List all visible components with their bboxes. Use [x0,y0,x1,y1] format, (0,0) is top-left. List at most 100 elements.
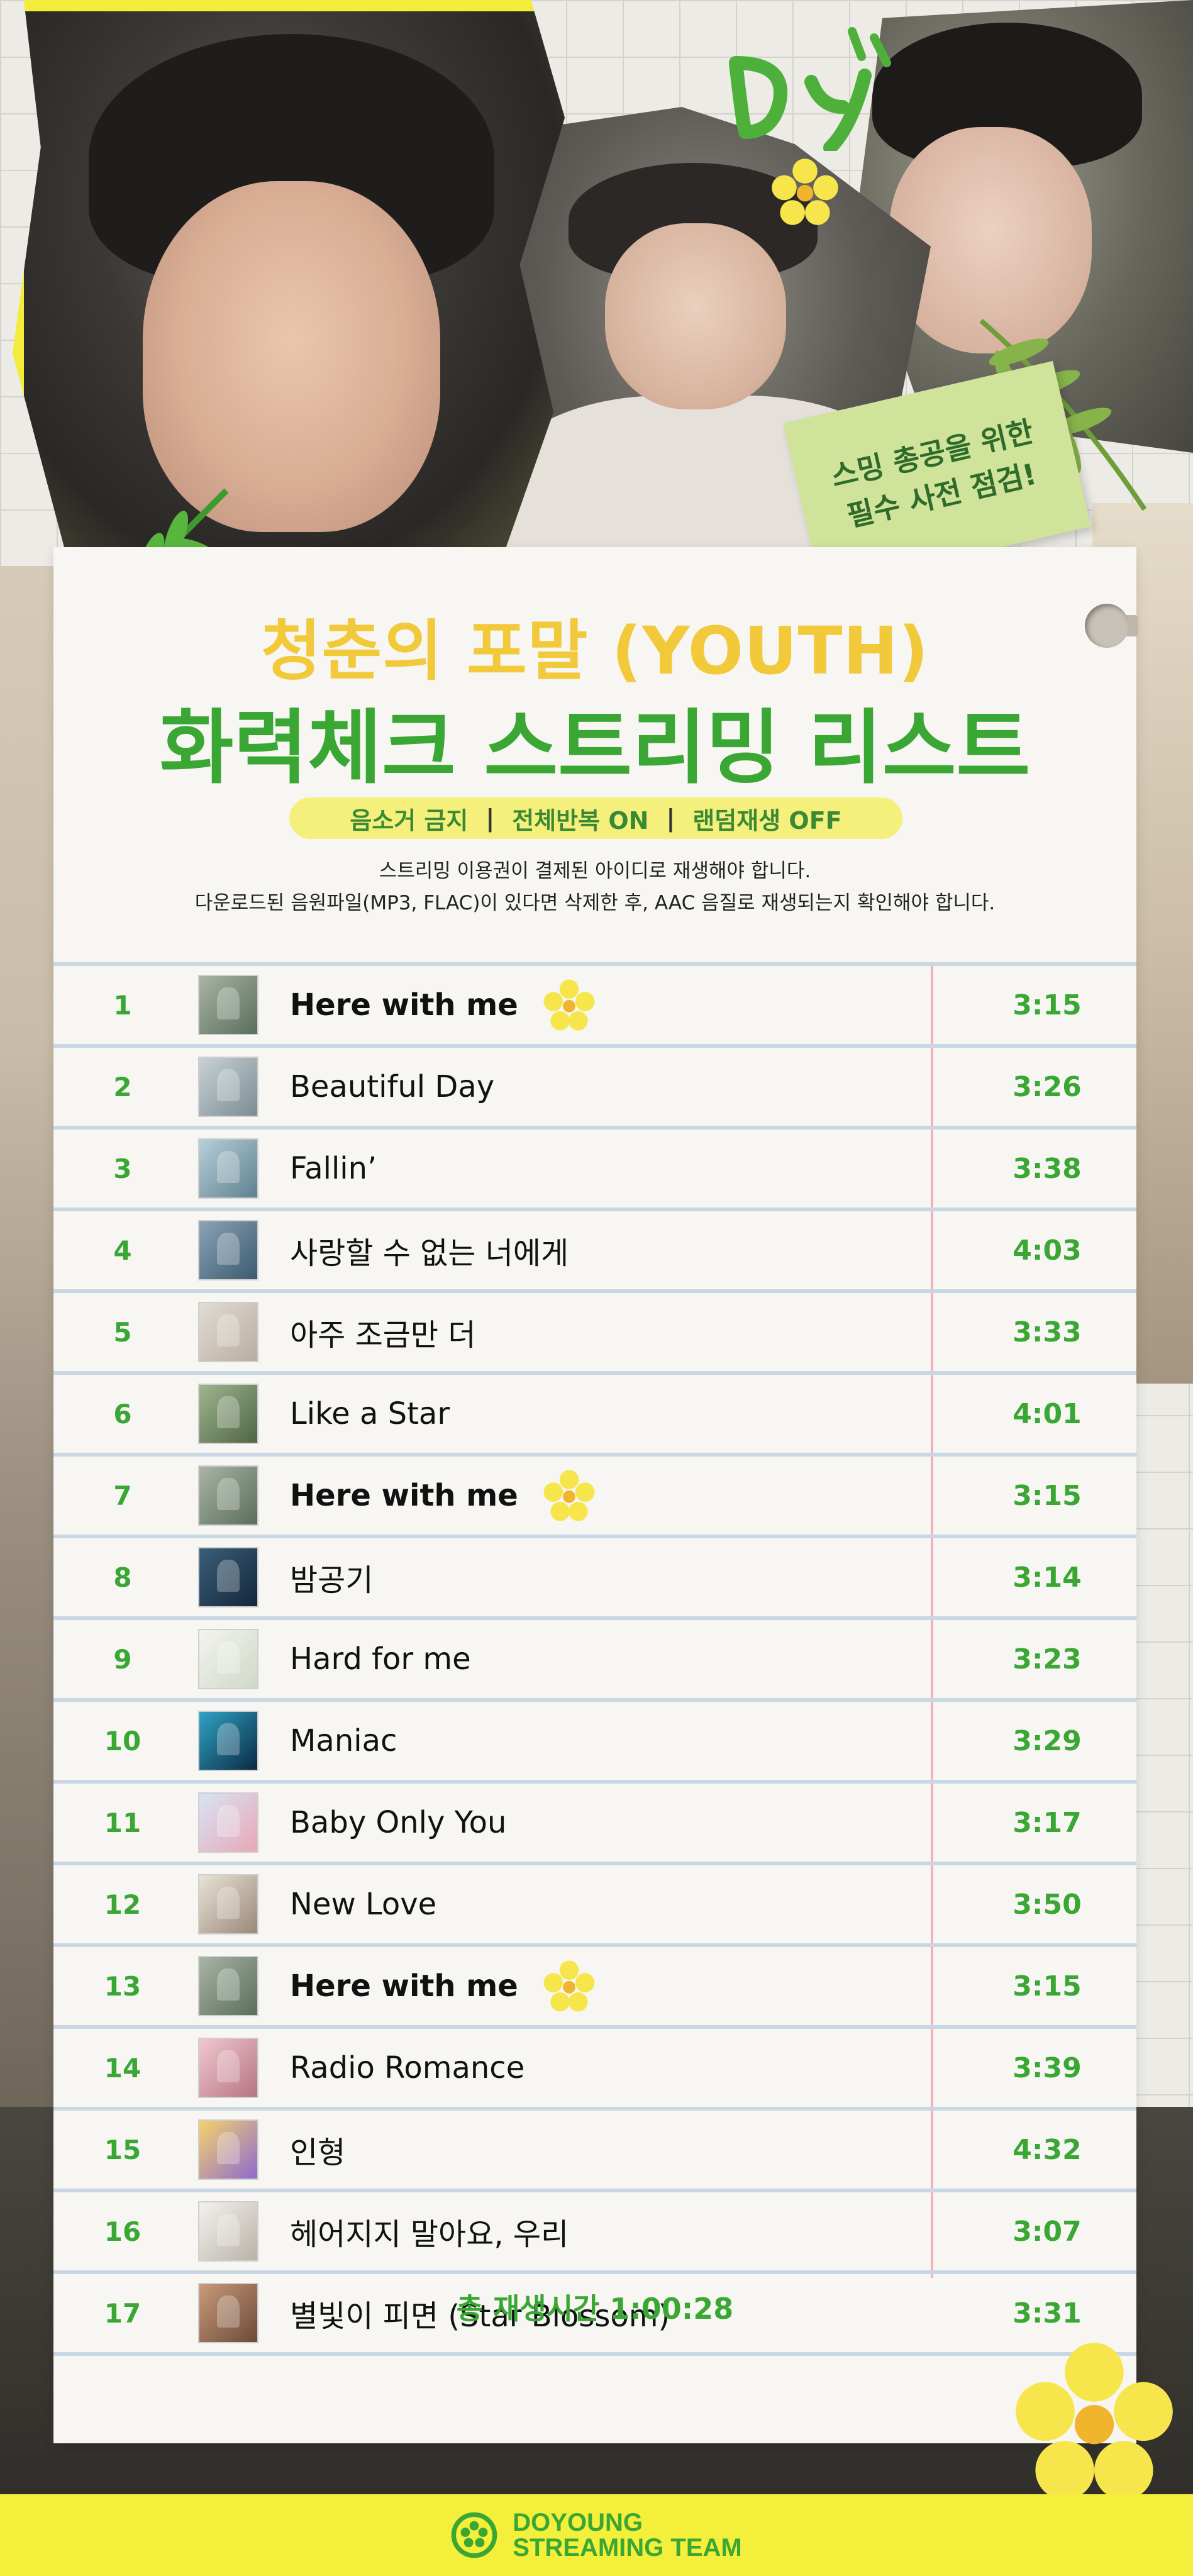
track-row[interactable]: 12 New Love 3:50 [53,1865,1136,1947]
track-row[interactable]: 1 Here with me 3:15 [53,966,1136,1048]
track-row[interactable]: 11 Baby Only You 3:17 [53,1784,1136,1865]
track-duration: 4:01 [1013,1397,1082,1430]
track-duration: 3:17 [1013,1806,1082,1839]
track-duration: 3:14 [1013,1561,1082,1594]
footer-team-name: DOYOUNG STREAMING TEAM [513,2510,741,2560]
track-title: Beautiful Day [290,1069,495,1104]
note-line1: 스트리밍 이용권이 결제된 아이디로 재생해야 합니다. [379,860,811,882]
flower-icon [543,979,595,1031]
page-title: 화력체크 스트리밍 리스트 [159,701,1031,795]
album-cover-thumbnail [198,1220,258,1280]
track-duration: 3:39 [1013,2051,1082,2084]
track-number: 7 [113,1480,132,1511]
track-row[interactable]: 17 별빛이 피면 (Star Blossom) 3:31 [53,2274,1136,2356]
dy-doodle-icon [729,27,891,151]
track-title: 사랑할 수 없는 너에게 [290,1236,569,1271]
track-title: Here with me [290,987,518,1023]
track-row[interactable]: 10 Maniac 3:29 [53,1702,1136,1784]
album-cover-thumbnail [198,2201,258,2262]
track-row[interactable]: 8 밤공기 3:14 [53,1538,1136,1620]
track-number: 15 [104,2134,141,2165]
total-play-time: 총 재생시간 1:00:28 [456,2292,734,2326]
album-cover-thumbnail [198,975,258,1035]
album-cover-thumbnail [198,1547,258,1607]
track-title: Here with me [290,1478,518,1513]
track-row[interactable]: 3 Fallin’ 3:38 [53,1130,1136,1211]
track-duration: 3:15 [1013,1479,1082,1512]
track-row[interactable]: 2 Beautiful Day 3:26 [53,1048,1136,1130]
track-row[interactable]: 13 Here with me 3:15 [53,1947,1136,2029]
album-title: 청춘의 포말 (YOUTH) [260,613,929,689]
album-cover-thumbnail [198,2038,258,2098]
track-number: 10 [104,1725,141,1757]
track-duration: 3:33 [1013,1316,1082,1348]
track-list: 1 Here with me 3:15 2 Beautiful Day 3:26 3 Fall… [53,962,1136,2356]
track-number: 3 [113,1153,132,1184]
streaming-notes: 스트리밍 이용권이 결제된 아이디로 재생해야 합니다. 다운로드된 음원파일(… [53,855,1136,919]
track-row[interactable]: 7 Here with me 3:15 [53,1457,1136,1538]
track-number: 16 [104,2216,141,2247]
track-duration: 3:29 [1013,1724,1082,1757]
track-title: 별빛이 피면 (Star Blossom) [290,2299,670,2334]
flower-icon [772,158,838,225]
photo-left [13,0,565,589]
streaming-list-card: 청춘의 포말 (YOUTH) 화력체크 스트리밍 리스트 음소거 금지 | 전체… [53,547,1138,2443]
track-title: Maniac [290,1723,397,1758]
album-cover-thumbnail [198,1138,258,1199]
track-title: Hard for me [290,1641,471,1677]
rule-shuffle: 랜덤재생 OFF [692,806,842,835]
rule-repeat: 전체반복 ON [512,806,649,835]
track-number: 4 [113,1235,132,1266]
rule-separator: | [486,804,495,832]
footer-line1: DOYOUNG [513,2509,643,2536]
track-row[interactable]: 16 헤어지지 말아요, 우리 3:07 [53,2192,1136,2274]
album-cover-thumbnail [198,2119,258,2180]
track-duration: 3:38 [1013,1152,1082,1185]
doyoung-logo-icon [452,2512,497,2558]
track-row[interactable]: 6 Like a Star 4:01 [53,1375,1136,1457]
flower-icon [543,1960,595,2012]
album-cover-thumbnail [198,1874,258,1935]
track-title: 밤공기 [290,1563,374,1598]
margin-line [931,966,933,2278]
track-number: 1 [113,989,132,1021]
track-number: 11 [104,1807,141,1838]
album-cover-thumbnail [198,1384,258,1444]
track-row[interactable]: 14 Radio Romance 3:39 [53,2029,1136,2111]
album-cover-thumbnail [198,1465,258,1526]
track-number: 5 [113,1316,132,1348]
track-number: 12 [104,1889,141,1920]
track-duration: 3:31 [1013,2297,1082,2329]
footer-line2: STREAMING TEAM [513,2534,742,2562]
track-duration: 4:32 [1013,2133,1082,2166]
album-cover-thumbnail [198,1711,258,1771]
album-cover-thumbnail [198,1792,258,1853]
track-row[interactable]: 5 아주 조금만 더 3:33 [53,1293,1136,1375]
track-title: 헤어지지 말아요, 우리 [290,2217,569,2252]
track-duration: 3:50 [1013,1888,1082,1921]
track-title: Here with me [290,1968,518,2004]
streaming-rules-banner: 음소거 금지 | 전체반복 ON | 랜덤재생 OFF [289,797,902,839]
track-number: 2 [113,1071,132,1102]
track-duration: 3:23 [1013,1643,1082,1675]
track-title: 인형 [290,2135,346,2170]
track-row[interactable]: 15 인형 4:32 [53,2111,1136,2192]
track-title: Baby Only You [290,1805,507,1840]
album-cover-thumbnail [198,2283,258,2343]
footer-banner: DOYOUNG STREAMING TEAM [0,2494,1193,2576]
flower-icon [543,1470,595,1521]
track-number: 9 [113,1643,132,1675]
flower-icon [1016,2343,1173,2500]
track-row[interactable]: 4 사랑할 수 없는 너에게 4:03 [53,1211,1136,1293]
track-duration: 3:07 [1013,2215,1082,2248]
track-number: 8 [113,1562,132,1593]
track-title: 아주 조금만 더 [290,1318,476,1353]
album-cover-thumbnail [198,1057,258,1117]
album-cover-thumbnail [198,1629,258,1689]
rule-mute: 음소거 금지 [350,806,469,835]
track-row[interactable]: 9 Hard for me 3:23 [53,1620,1136,1702]
track-title: New Love [290,1887,437,1922]
track-duration: 3:15 [1013,1970,1082,2002]
track-number: 17 [104,2297,141,2329]
track-number: 13 [104,1970,141,2002]
